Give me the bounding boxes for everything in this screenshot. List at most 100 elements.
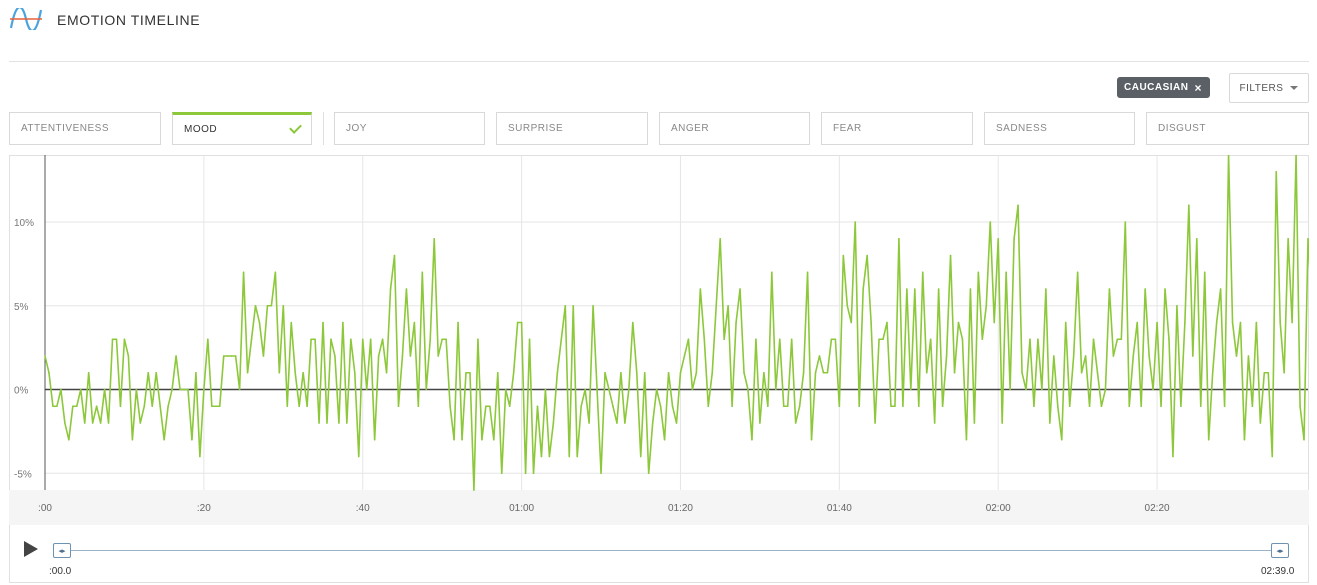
data-point bbox=[552, 422, 555, 424]
data-point bbox=[929, 338, 932, 341]
data-point bbox=[707, 405, 710, 408]
data-point bbox=[409, 355, 412, 357]
data-point bbox=[310, 338, 312, 341]
data-point bbox=[921, 271, 924, 274]
data-point bbox=[699, 288, 702, 290]
data-point bbox=[576, 455, 579, 458]
data-point bbox=[353, 371, 356, 374]
data-point bbox=[258, 321, 261, 324]
data-point bbox=[508, 405, 511, 408]
data-point bbox=[727, 304, 729, 307]
data-point bbox=[199, 455, 201, 458]
data-point bbox=[254, 304, 257, 307]
remove-filter-icon[interactable]: × bbox=[1194, 80, 1203, 95]
data-point bbox=[504, 388, 507, 391]
data-point bbox=[234, 355, 237, 357]
data-point bbox=[111, 338, 114, 341]
filters-button[interactable]: FILTERS bbox=[1229, 73, 1309, 103]
data-point bbox=[667, 371, 670, 374]
tab-sadness[interactable]: SADNESS bbox=[984, 112, 1135, 145]
data-point bbox=[532, 472, 535, 475]
playback-bar bbox=[9, 525, 1309, 583]
header-divider bbox=[9, 61, 1309, 62]
data-point bbox=[910, 388, 912, 391]
data-point bbox=[890, 405, 892, 408]
data-point bbox=[1255, 321, 1258, 324]
data-point bbox=[898, 237, 900, 240]
data-point bbox=[95, 405, 98, 408]
tab-anger[interactable]: ANGER bbox=[659, 112, 810, 145]
timeline-track[interactable] bbox=[62, 550, 1281, 551]
data-point bbox=[103, 388, 106, 391]
data-point bbox=[1005, 271, 1007, 274]
data-point bbox=[1275, 170, 1278, 173]
data-point bbox=[1136, 321, 1139, 324]
mood-line-chart: 10% 5% 0% -5%:00:20:40 01:00 01:20 01:40 02:00 0… bbox=[9, 155, 1309, 525]
data-point bbox=[242, 271, 245, 274]
tab-disgust[interactable]: DISGUST bbox=[1146, 112, 1309, 145]
data-point bbox=[917, 405, 920, 408]
data-point bbox=[1263, 371, 1266, 374]
x-tick-label: 01:40 bbox=[827, 503, 852, 514]
data-point bbox=[1291, 321, 1293, 324]
data-point bbox=[457, 321, 459, 324]
data-point bbox=[774, 388, 777, 391]
data-point bbox=[1041, 388, 1043, 391]
data-point bbox=[274, 271, 277, 274]
x-tick-label: :00 bbox=[38, 503, 52, 514]
start-handle[interactable]: ◂▸ bbox=[53, 543, 71, 558]
chevron-down-icon bbox=[1290, 86, 1299, 90]
data-point bbox=[127, 355, 130, 357]
data-point bbox=[790, 338, 793, 341]
data-point bbox=[123, 338, 126, 341]
tab-attentiveness[interactable]: ATTENTIVENESS bbox=[9, 112, 161, 145]
data-point bbox=[187, 388, 189, 391]
data-point bbox=[445, 338, 447, 341]
data-point bbox=[902, 405, 904, 408]
data-point bbox=[1195, 237, 1198, 240]
data-point bbox=[290, 321, 293, 324]
data-point bbox=[1104, 388, 1107, 391]
data-point bbox=[421, 271, 424, 274]
end-handle[interactable]: ◂▸ bbox=[1271, 543, 1289, 558]
tab-fear[interactable]: FEAR bbox=[821, 112, 973, 145]
data-point bbox=[540, 455, 543, 458]
data-point bbox=[786, 405, 789, 408]
data-point bbox=[894, 405, 896, 408]
data-point bbox=[218, 405, 221, 408]
data-point bbox=[1092, 338, 1095, 341]
data-point bbox=[616, 422, 618, 424]
filter-tag-caucasian: CAUCASIAN × bbox=[1117, 77, 1211, 98]
data-point bbox=[361, 338, 364, 341]
tab-surprise[interactable]: SURPRISE bbox=[496, 112, 648, 145]
y-tick-label: 5% bbox=[14, 302, 29, 313]
data-point bbox=[1164, 288, 1166, 290]
data-point bbox=[1267, 371, 1270, 374]
data-point bbox=[556, 371, 559, 374]
data-point bbox=[933, 422, 936, 424]
data-point bbox=[1152, 388, 1154, 391]
data-point bbox=[401, 355, 404, 357]
data-point bbox=[1271, 455, 1274, 458]
data-point bbox=[592, 304, 594, 307]
wave-logo-icon bbox=[10, 8, 42, 30]
data-point bbox=[953, 371, 956, 374]
data-point bbox=[500, 472, 503, 475]
play-icon[interactable] bbox=[24, 541, 38, 557]
data-point bbox=[381, 338, 384, 341]
data-point bbox=[1215, 321, 1218, 324]
data-point bbox=[147, 371, 150, 374]
data-point bbox=[72, 405, 74, 408]
data-point bbox=[1168, 338, 1170, 341]
data-point bbox=[266, 304, 269, 307]
data-point bbox=[584, 388, 586, 391]
data-point bbox=[949, 254, 952, 257]
data-point bbox=[246, 371, 249, 374]
data-point bbox=[1001, 422, 1003, 424]
tab-joy[interactable]: JOY bbox=[334, 112, 485, 145]
data-point bbox=[163, 438, 165, 441]
tab-mood[interactable]: MOOD bbox=[172, 112, 312, 145]
data-point bbox=[1076, 271, 1079, 274]
data-point bbox=[711, 371, 714, 374]
data-point bbox=[735, 321, 737, 324]
